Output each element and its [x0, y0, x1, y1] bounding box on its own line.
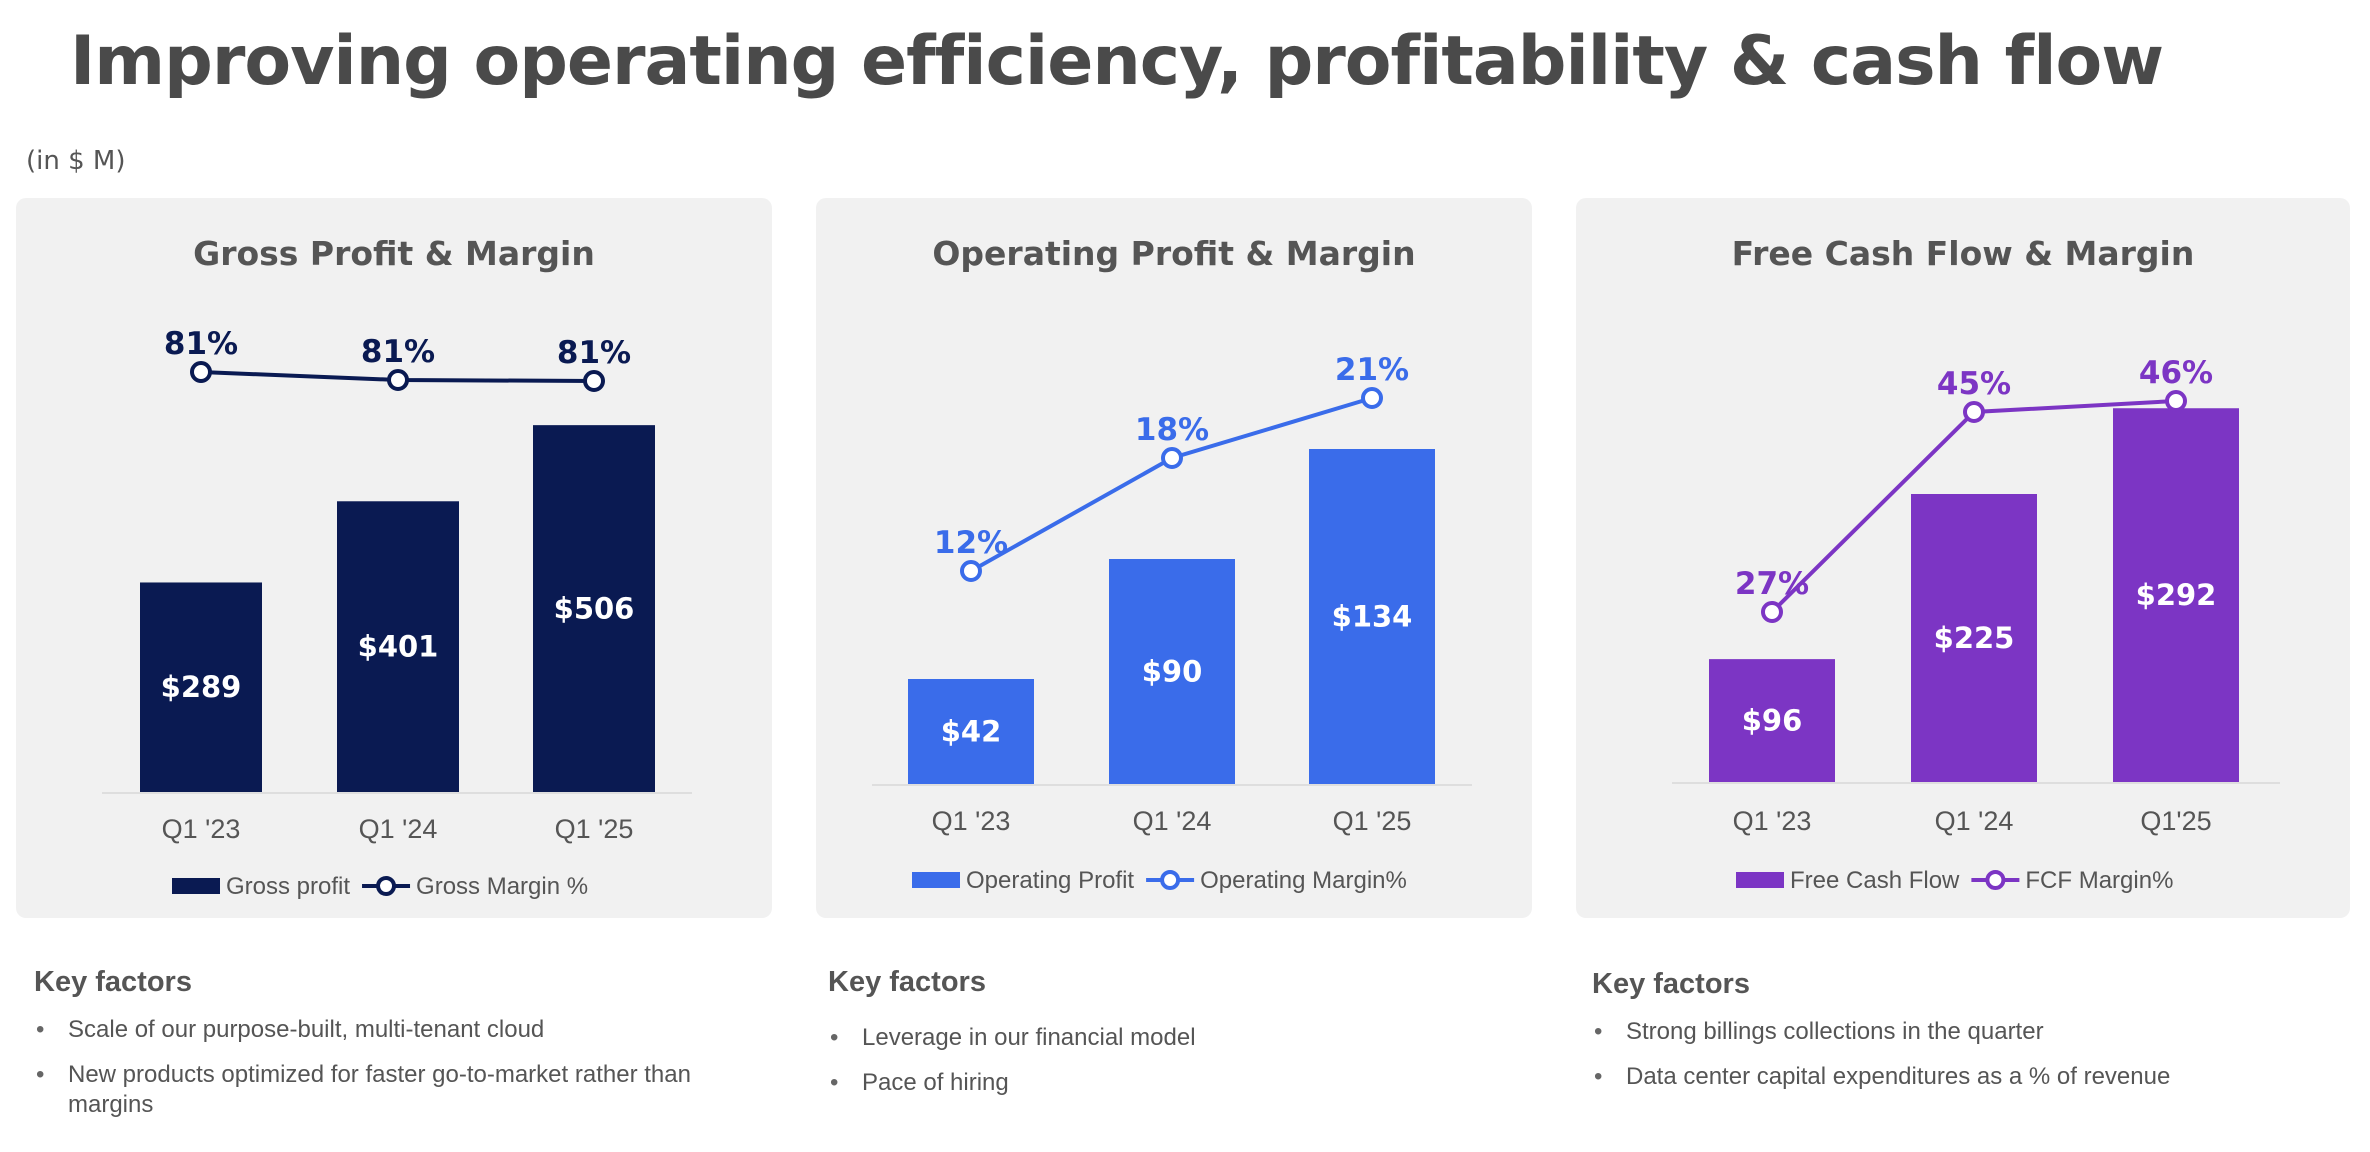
bar-data-label: $90 — [1142, 655, 1203, 689]
x-tick-label: Q1 '24 — [1935, 806, 2014, 836]
x-tick-label: Q1 '24 — [359, 814, 438, 844]
legend-bar-label: Gross profit — [226, 873, 350, 900]
bar-data-label: $225 — [1934, 621, 2015, 655]
key-factor-item: Leverage in our financial model — [828, 1023, 1568, 1053]
margin-point — [583, 370, 605, 392]
margin-point — [960, 560, 982, 582]
legend-line-label: Operating Margin% — [1200, 867, 1407, 894]
bar-data-label: $289 — [161, 670, 242, 704]
key-factor-item: Pace of hiring — [828, 1068, 1568, 1098]
key-factors-title: Key factors — [828, 966, 986, 998]
bar — [1709, 659, 1835, 782]
x-tick-label: Q1 '23 — [932, 806, 1011, 836]
x-tick-label: Q1 '24 — [1133, 806, 1212, 836]
bar-data-label: $292 — [2136, 578, 2217, 612]
panel-title: Operating Profit & Margin — [932, 234, 1416, 273]
legend-bar-swatch — [912, 872, 960, 888]
panel-title: Free Cash Flow & Margin — [1731, 234, 2195, 273]
margin-data-label: 12% — [934, 525, 1008, 561]
margin-point — [387, 369, 409, 391]
key-factor-item: New products optimized for faster go-to-… — [34, 1060, 734, 1120]
bar-data-label: $401 — [358, 630, 439, 664]
operating-profit-chart: $42 Q1 '23 $90 Q1 '24 $134 Q1 '25 12% 18% 21% Ope… — [872, 352, 1472, 894]
bar-data-label: $506 — [554, 592, 635, 626]
legend-bar-swatch — [172, 878, 220, 894]
legend-line-label: Gross Margin % — [416, 873, 588, 900]
panel-title: Gross Profit & Margin — [193, 234, 595, 273]
margin-data-label: 81% — [164, 326, 238, 362]
x-tick-label: Q1 '25 — [1333, 806, 1412, 836]
margin-point — [1161, 447, 1183, 469]
key-factors-fcf: Key factors Strong billings collections … — [1592, 968, 2332, 1107]
legend-line-marker — [1985, 870, 2006, 890]
bar — [2113, 408, 2239, 782]
bar — [140, 582, 262, 792]
units-label: (in $ M) — [26, 146, 126, 176]
key-factors-list: Strong billings collections in the quart… — [1592, 1017, 2332, 1092]
key-factors-title: Key factors — [34, 966, 192, 998]
x-tick-label: Q1 '23 — [162, 814, 241, 844]
key-factors-list: Scale of our purpose-built, multi-tenant… — [34, 1015, 774, 1120]
x-tick-label: Q1 '23 — [1733, 806, 1812, 836]
legend-bar-label: Operating Profit — [966, 867, 1134, 894]
bar — [908, 679, 1034, 784]
legend-bar-swatch — [1736, 872, 1784, 888]
bar — [337, 501, 459, 792]
legend-line-marker — [1160, 870, 1181, 890]
key-factor-item: Scale of our purpose-built, multi-tenant… — [34, 1015, 774, 1045]
bar-data-label: $134 — [1332, 600, 1413, 634]
margin-data-label: 21% — [1335, 352, 1409, 388]
free-cash-flow-chart: $96 Q1 '23 $225 Q1 '24 $292 Q1'25 27% 45% 46% Fre… — [1672, 355, 2280, 894]
margin-data-label: 46% — [2139, 355, 2213, 391]
gross-profit-panel: Gross Profit & Margin $289 Q1 '23 $401 Q1 '… — [16, 198, 772, 918]
legend-line-label: FCF Margin% — [2025, 867, 2173, 894]
margin-data-label: 45% — [1937, 366, 2011, 402]
bar-data-label: $42 — [941, 715, 1002, 749]
free-cash-flow-panel: Free Cash Flow & Margin $96 Q1 '23 $225 Q1 … — [1576, 198, 2350, 918]
legend-bar-label: Free Cash Flow — [1790, 867, 1960, 894]
margin-point — [190, 361, 212, 383]
margin-point — [1361, 387, 1383, 409]
key-factor-item: Strong billings collections in the quart… — [1592, 1017, 2332, 1047]
key-factor-item: Data center capital expenditures as a % … — [1592, 1062, 2332, 1092]
margin-point — [1761, 601, 1783, 623]
gross-profit-chart: $289 Q1 '23 $401 Q1 '24 $506 Q1 '25 81% 81% 81% G… — [102, 326, 692, 900]
x-tick-label: Q1 '25 — [555, 814, 634, 844]
key-factors-list: Leverage in our financial model Pace of … — [828, 1023, 1568, 1098]
margin-data-label: 18% — [1135, 412, 1209, 448]
key-factors-gross: Key factors Scale of our purpose-built, … — [34, 966, 774, 1135]
bar — [1309, 449, 1435, 784]
bar — [1109, 559, 1235, 784]
bar — [533, 425, 655, 792]
margin-point — [1963, 401, 1985, 423]
margin-data-label: 81% — [557, 335, 631, 371]
operating-profit-panel: Operating Profit & Margin $42 Q1 '23 $90 Q1… — [816, 198, 1532, 918]
key-factors-operating: Key factors Leverage in our financial mo… — [828, 966, 1568, 1113]
margin-data-label: 81% — [361, 334, 435, 370]
bar — [1911, 494, 2037, 782]
x-tick-label: Q1'25 — [2140, 806, 2211, 836]
bar-data-label: $96 — [1742, 704, 1803, 738]
page-title: Improving operating efficiency, profitab… — [70, 22, 2164, 101]
legend-line-marker — [376, 876, 397, 896]
key-factors-title: Key factors — [1592, 968, 1750, 1000]
margin-data-label: 27% — [1735, 566, 1809, 602]
margin-point — [2165, 390, 2187, 412]
